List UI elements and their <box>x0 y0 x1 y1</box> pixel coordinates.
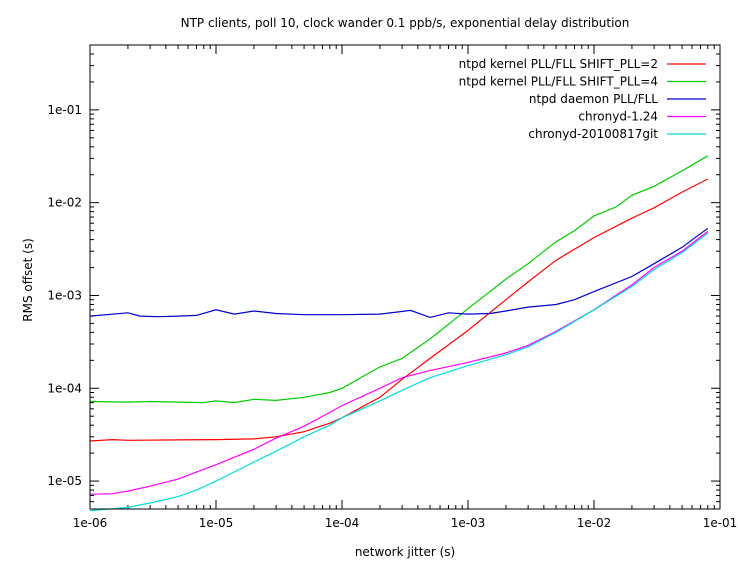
y-tick-label: 1e-03 <box>47 288 82 302</box>
x-tick-label: 1e-02 <box>577 516 612 530</box>
x-tick-label: 1e-06 <box>73 516 108 530</box>
y-tick-label: 1e-04 <box>47 381 82 395</box>
y-tick-label: 1e-01 <box>47 103 82 117</box>
series-line <box>89 232 709 512</box>
series-line <box>89 230 709 495</box>
series-line <box>89 155 709 404</box>
y-axis-label: RMS offset (s) <box>21 238 35 322</box>
series-line <box>89 227 709 319</box>
x-tick-label: 1e-03 <box>451 516 486 530</box>
x-tick-label: 1e-04 <box>325 516 360 530</box>
legend-label: ntpd kernel PLL/FLL SHIFT_PLL=4 <box>459 75 658 89</box>
plot-area <box>89 155 709 512</box>
y-tick-label: 1e-05 <box>47 474 82 488</box>
plot-frame <box>89 44 721 510</box>
series-line <box>89 178 709 442</box>
x-tick-label: 1e-01 <box>703 516 738 530</box>
legend-label: chronyd-1.24 <box>578 110 658 124</box>
y-tick-label: 1e-02 <box>47 196 82 210</box>
legend-label: chronyd-20100817git <box>528 127 658 141</box>
x-tick-label: 1e-05 <box>199 516 234 530</box>
axis-ticks: 1e-06 1e-05 1e-04 1e-03 1e-02 1e-01 1e-05 1e-04… <box>47 44 738 530</box>
chart-title: NTP clients, poll 10, clock wander 0.1 p… <box>181 16 630 30</box>
x-axis-label: network jitter (s) <box>355 545 455 559</box>
legend-label: ntpd kernel PLL/FLL SHIFT_PLL=2 <box>459 57 658 71</box>
legend-label: ntpd daemon PLL/FLL <box>529 92 658 106</box>
